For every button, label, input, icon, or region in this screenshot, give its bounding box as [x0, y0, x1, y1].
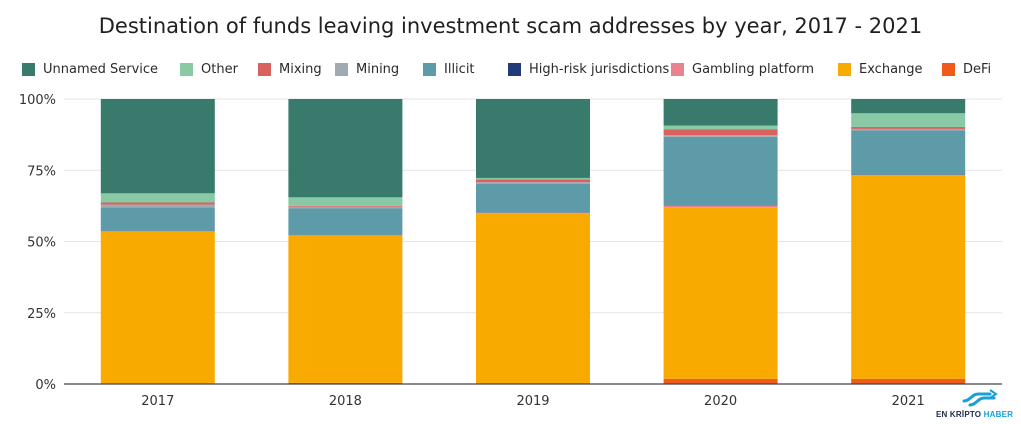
legend-swatch — [508, 62, 521, 76]
x-tick-label: 2017 — [141, 394, 174, 409]
bar-segment — [851, 128, 966, 131]
bar-segment — [288, 235, 403, 383]
legend-item: Gambling platform — [671, 59, 814, 79]
logo-text: EN KRİPTO HABER — [936, 410, 1013, 419]
bar-segment — [851, 99, 966, 114]
bar-segment — [100, 207, 215, 231]
logo-text-b: HABER — [983, 410, 1014, 419]
legend-swatch — [22, 62, 35, 76]
bar-segment — [851, 378, 966, 384]
legend-swatch — [335, 62, 348, 76]
bar-segment — [476, 182, 590, 184]
bar-segment — [663, 135, 778, 137]
legend-label: Mixing — [279, 61, 322, 77]
bar-segment — [851, 126, 966, 129]
bar-segment — [100, 231, 215, 384]
y-tick-label: 100% — [19, 93, 56, 108]
y-tick-label: 0% — [35, 378, 56, 393]
bar-segment — [476, 212, 590, 214]
legend-swatch — [423, 62, 436, 76]
y-tick-label: 25% — [27, 307, 56, 322]
bar-segment — [663, 129, 778, 136]
bar-segment — [476, 177, 590, 180]
legend-swatch — [838, 62, 851, 76]
legend-label: Exchange — [859, 61, 923, 77]
legend-item: Mixing — [258, 59, 322, 79]
legend-label: Other — [201, 61, 238, 77]
legend-item: DeFi — [942, 59, 991, 79]
bar-segment — [663, 99, 778, 126]
bar-segment — [663, 125, 778, 130]
bar-segment — [476, 213, 590, 384]
bar-segment — [100, 202, 215, 205]
chart-title: Destination of funds leaving investment … — [98, 14, 923, 38]
bar-segment — [851, 175, 966, 379]
logo: EN KRİPTO HABER — [934, 386, 1018, 420]
legend-swatch — [942, 62, 955, 76]
bar-segment — [288, 206, 403, 209]
bar-segment — [851, 130, 966, 175]
bar-segment — [288, 99, 403, 198]
x-tick-label: 2021 — [892, 394, 925, 409]
bar-segment — [851, 113, 966, 127]
legend-item: Exchange — [838, 59, 923, 79]
bar-segment — [100, 204, 215, 208]
bar-segment — [663, 136, 778, 205]
legend-swatch — [671, 62, 684, 76]
legend-label: Gambling platform — [692, 61, 815, 77]
bar-segment — [100, 99, 215, 194]
legend-swatch — [258, 62, 271, 76]
bar-segment — [288, 208, 403, 235]
x-tick-label: 2019 — [516, 394, 549, 409]
legend-label: DeFi — [963, 61, 992, 77]
legend: Unnamed Service Other Mixing Mining Illicit H… — [22, 59, 1012, 79]
x-tick-label: 2018 — [329, 394, 362, 409]
bar-segment — [476, 183, 590, 213]
legend-label: Unnamed Service — [43, 61, 159, 77]
x-tick-label: 2020 — [704, 394, 737, 409]
bar-segment — [288, 234, 403, 236]
legend-item: High-risk jurisdictions — [508, 59, 669, 79]
y-tick-label: 50% — [27, 236, 56, 251]
y-tick-label: 75% — [27, 164, 56, 179]
bar-segment — [851, 174, 966, 176]
legend-label: Illicit — [444, 61, 475, 77]
bar-segment — [663, 204, 778, 206]
bar-segment — [288, 205, 403, 207]
legend-item: Mining — [335, 59, 399, 79]
legend-label: Mining — [356, 61, 400, 77]
logo-mark-icon — [962, 389, 998, 407]
bar-segment — [476, 99, 590, 178]
legend-item: Unnamed Service — [22, 59, 158, 79]
bar-segment — [476, 179, 590, 183]
legend-label: High-risk jurisdictions — [529, 61, 670, 77]
bar-segment — [663, 207, 778, 379]
bar-segment — [663, 378, 778, 384]
legend-item: Other — [180, 59, 238, 79]
logo-text-a: EN KRİPTO — [936, 410, 982, 419]
bar-segment — [100, 230, 215, 232]
bar-segment — [663, 205, 778, 208]
bar-segment — [100, 193, 215, 203]
bar-segment — [288, 197, 403, 206]
legend-swatch — [180, 62, 193, 76]
legend-item: Illicit — [423, 59, 475, 79]
